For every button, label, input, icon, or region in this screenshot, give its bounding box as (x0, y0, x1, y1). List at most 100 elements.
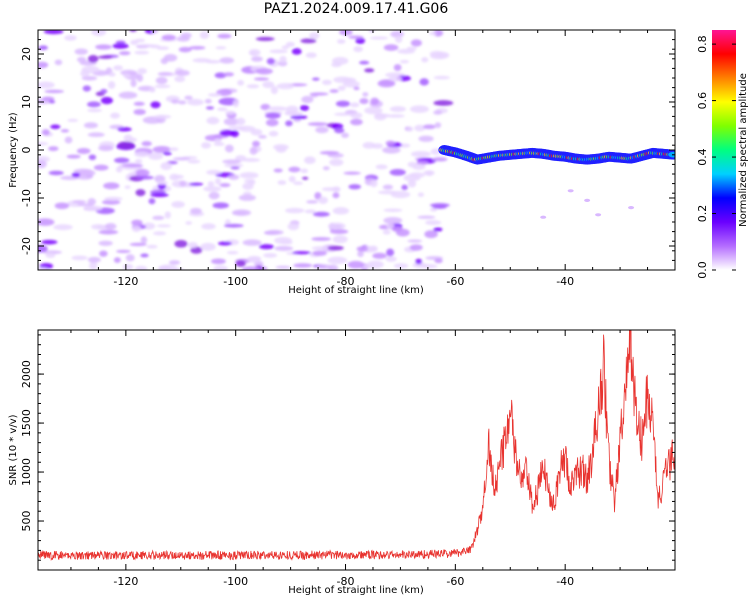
noise-blob (274, 245, 294, 252)
noise-blob (122, 263, 134, 270)
noise-blob (45, 252, 56, 259)
noise-blob (300, 168, 309, 174)
noise-blob (38, 267, 49, 270)
colorbar-tick-label: 0.4 (696, 148, 709, 166)
noise-blob (54, 59, 63, 66)
noise-blob (133, 101, 145, 106)
spectrogram-x-tick-label: -40 (556, 275, 574, 288)
snr-y-axis-label: SNR (10 * v/v) (8, 414, 19, 485)
noise-blob (208, 191, 220, 200)
noise-blob (178, 46, 192, 53)
noise-blob (287, 222, 300, 231)
noise-blob (201, 142, 212, 149)
noise-blob (382, 184, 394, 190)
noise-blob (417, 192, 425, 197)
noise-blob (48, 146, 59, 152)
noise-blob (275, 265, 291, 269)
noise-blob (140, 236, 148, 244)
spectrogram-x-tick-label: -100 (223, 275, 248, 288)
noise-blob (265, 112, 281, 119)
noise-blob (103, 182, 120, 190)
noise-blob (343, 171, 361, 175)
noise-blob (401, 184, 408, 191)
spectrogram-y-tick-label: 0 (20, 147, 33, 154)
noise-blob (293, 181, 304, 186)
noise-blob (215, 177, 222, 185)
noise-blob (130, 39, 139, 45)
noise-blob (285, 41, 295, 47)
noise-blob (318, 196, 329, 204)
noise-blob (122, 163, 142, 168)
noise-blob (152, 215, 165, 221)
noise-blob (382, 146, 401, 154)
noise-blob (355, 37, 366, 45)
chart-title: PAZ1.2024.009.17.41.G06 (263, 1, 449, 17)
noise-blob (432, 205, 447, 209)
noise-blob (269, 49, 288, 54)
noise-blob (160, 162, 172, 171)
noise-blob (410, 150, 431, 158)
noise-blob (312, 77, 320, 81)
noise-blob (382, 230, 391, 235)
noise-blob (41, 239, 58, 245)
noise-blob (337, 85, 346, 91)
noise-blob (334, 127, 345, 134)
noise-blob (388, 75, 402, 82)
spectrogram-x-axis-label: Height of straight line (km) (288, 285, 424, 296)
noise-blob (161, 34, 176, 41)
noise-blob (110, 112, 120, 119)
noise-blob (311, 246, 330, 251)
signal-track-core (668, 151, 675, 158)
signal-speck (540, 215, 547, 219)
noise-blob (316, 264, 333, 270)
snr-x-tick-label: -40 (556, 575, 574, 588)
noise-blob (369, 245, 378, 252)
noise-blob (353, 86, 360, 91)
noise-blob (329, 229, 349, 235)
noise-blob (113, 157, 130, 164)
noise-blob (184, 95, 193, 100)
noise-blob (215, 46, 227, 50)
noise-blob (337, 39, 346, 44)
noise-blob (154, 84, 171, 89)
noise-blob (72, 200, 87, 204)
noise-blob (377, 79, 396, 88)
noise-blob (60, 129, 70, 133)
noise-blob (332, 56, 349, 65)
noise-blob (386, 222, 395, 230)
noise-blob (312, 211, 330, 217)
noise-blob (98, 145, 114, 152)
noise-blob (174, 69, 190, 77)
colorbar-tick-label: 0.6 (696, 92, 709, 110)
noise-blob (307, 122, 328, 126)
noise-blob (226, 251, 239, 255)
noise-blob (341, 132, 349, 139)
noise-blob (223, 72, 235, 77)
noise-blob (217, 33, 232, 39)
noise-blob (224, 144, 234, 153)
colorbar: 0.0 0.2 0.4 0.6 0.8 Normalized spectral ampl… (696, 30, 749, 279)
noise-blob (213, 265, 228, 270)
signal-speck (584, 198, 591, 202)
noise-blob (187, 98, 204, 106)
spectrogram-x-tick-label: -60 (446, 275, 464, 288)
noise-blob (150, 101, 161, 109)
noise-blob (433, 75, 450, 80)
snr-series-line (38, 330, 675, 561)
noise-blob (134, 50, 150, 55)
noise-blob (364, 106, 383, 115)
noise-blob (187, 242, 198, 249)
noise-blob (66, 154, 81, 159)
noise-blob (101, 199, 121, 205)
noise-blob (133, 109, 146, 115)
noise-blob (231, 209, 252, 217)
noise-blob (87, 198, 96, 206)
noise-blob (192, 58, 212, 63)
noise-blob (268, 130, 279, 137)
signal-speck (628, 206, 635, 210)
noise-blob (38, 218, 55, 226)
noise-blob (153, 114, 172, 119)
noise-blob (359, 60, 370, 65)
noise-blob (107, 81, 116, 89)
